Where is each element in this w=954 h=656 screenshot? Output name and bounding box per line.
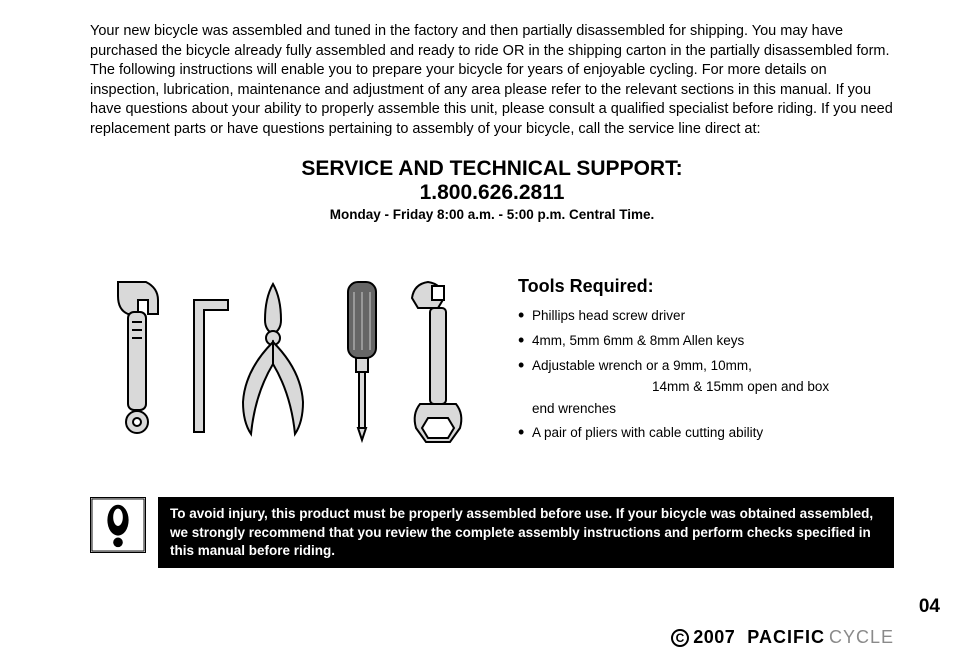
tools-heading: Tools Required:	[518, 276, 894, 297]
page-number: 04	[919, 596, 940, 618]
list-item: A pair of pliers with cable cutting abil…	[518, 422, 894, 444]
adjustable-wrench-icon	[118, 282, 158, 433]
tools-row: Tools Required: Phillips head screw driv…	[90, 272, 894, 457]
list-item: Adjustable wrench or a 9mm, 10mm, 14mm &…	[518, 355, 894, 420]
tool-item-line3: end wrenches	[532, 401, 616, 416]
support-title: SERVICE AND TECHNICAL SUPPORT:	[90, 157, 894, 181]
list-item: Phillips head screw driver	[518, 305, 894, 327]
brand-pacific: PACIFIC	[747, 627, 825, 648]
support-phone: 1.800.626.2811	[90, 181, 894, 205]
allen-key-icon	[194, 300, 228, 432]
intro-paragraph: Your new bicycle was assembled and tuned…	[90, 22, 894, 139]
support-hours: Monday - Friday 8:00 a.m. - 5:00 p.m. Ce…	[90, 207, 894, 222]
list-item: 4mm, 5mm 6mm & 8mm Allen keys	[518, 330, 894, 352]
warning-icon	[90, 497, 146, 553]
pliers-icon	[243, 284, 303, 434]
support-block: SERVICE AND TECHNICAL SUPPORT: 1.800.626…	[90, 157, 894, 222]
warning-row: To avoid injury, this product must be pr…	[90, 497, 894, 568]
copyright-icon: C	[671, 629, 689, 647]
tools-illustration	[98, 272, 478, 457]
tool-item-line2: 14mm & 15mm open and box	[532, 376, 894, 398]
combination-wrench-icon	[412, 282, 461, 442]
tools-required: Tools Required: Phillips head screw driv…	[518, 272, 894, 447]
tools-list: Phillips head screw driver 4mm, 5mm 6mm …	[518, 305, 894, 444]
footer-brand: C 2007 PACIFICCYCLE	[671, 627, 894, 648]
footer-year: 2007	[693, 627, 735, 648]
brand-cycle: CYCLE	[829, 627, 894, 648]
screwdriver-icon	[348, 282, 376, 440]
warning-text: To avoid injury, this product must be pr…	[158, 497, 894, 568]
tool-item-line1: Adjustable wrench or a 9mm, 10mm,	[532, 358, 752, 373]
